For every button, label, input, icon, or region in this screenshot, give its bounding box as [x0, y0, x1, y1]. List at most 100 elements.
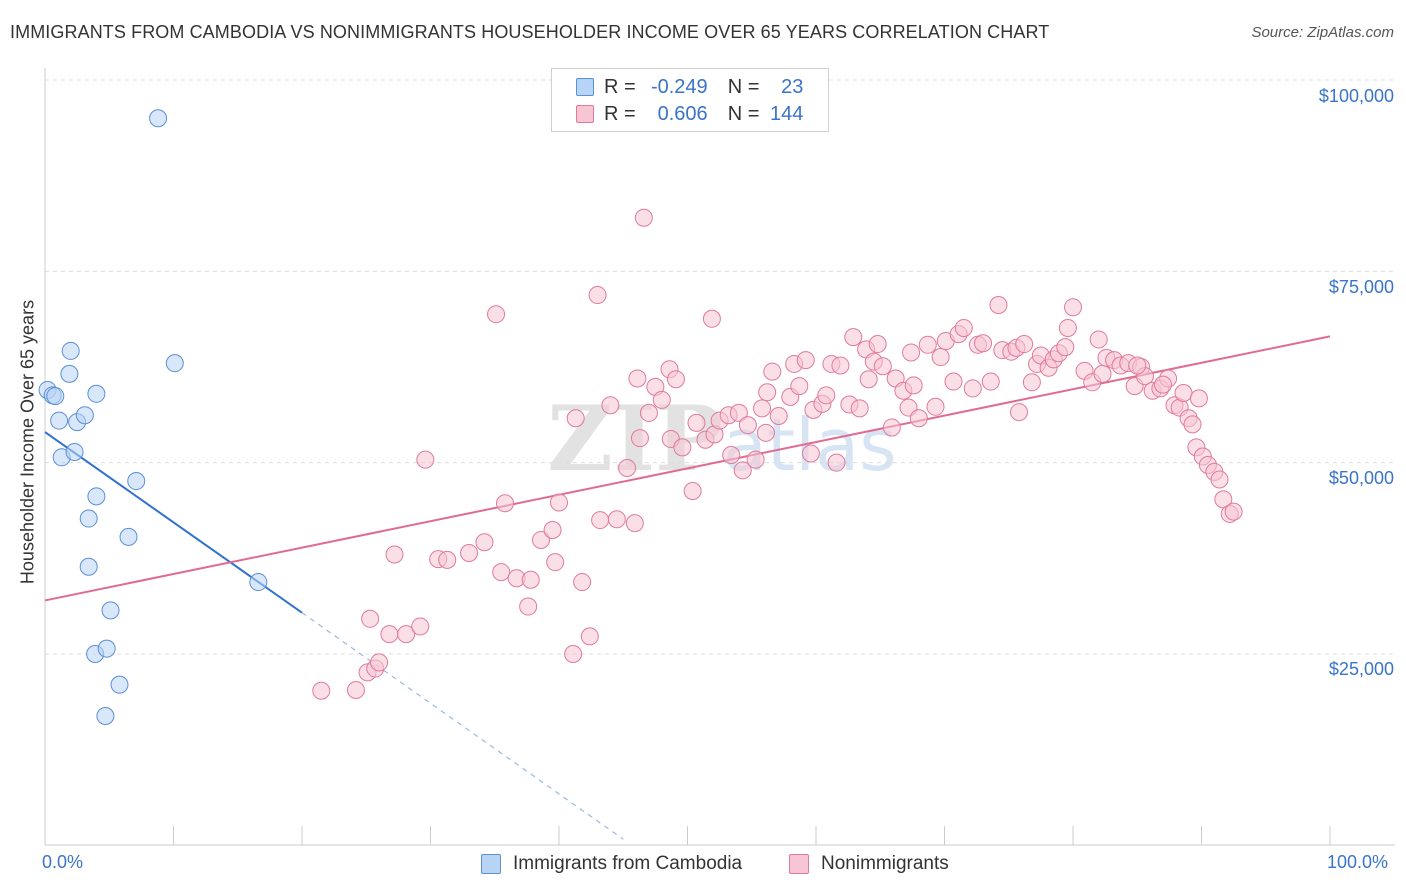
data-point-nonimmigrants: [1093, 364, 1112, 383]
bottom-legend-swatch-nonimmigrants: [789, 854, 809, 874]
watermark: ZIPatlas: [547, 386, 896, 492]
data-point-nonimmigrants: [634, 208, 653, 227]
data-point-nonimmigrants: [487, 305, 506, 324]
data-point-cambodia: [249, 573, 268, 592]
data-point-cambodia: [46, 387, 65, 406]
data-point-cambodia: [119, 527, 138, 546]
data-point-nonimmigrants: [1183, 415, 1202, 434]
x-max-label: 100.0%: [1327, 852, 1389, 872]
data-point-nonimmigrants: [974, 334, 993, 353]
legend-n-value: 23: [781, 75, 804, 98]
legend-r-label: R =: [604, 102, 636, 125]
data-point-nonimmigrants: [904, 376, 923, 395]
data-point-nonimmigrants: [416, 450, 435, 469]
data-point-cambodia: [87, 384, 106, 403]
data-point-nonimmigrants: [543, 521, 562, 540]
data-point-cambodia: [79, 557, 98, 576]
data-point-nonimmigrants: [1089, 330, 1108, 349]
data-point-nonimmigrants: [550, 493, 568, 512]
data-point-nonimmigrants: [397, 625, 416, 644]
data-point-cambodia: [50, 411, 69, 430]
data-point-nonimmigrants: [1015, 335, 1034, 354]
legend-r-label: R =: [604, 75, 636, 98]
data-point-nonimmigrants: [346, 680, 365, 699]
data-point-cambodia: [165, 354, 184, 373]
bottom-legend-label-cambodia: Immigrants from Cambodia: [513, 853, 743, 874]
data-point-nonimmigrants: [566, 409, 585, 428]
legend-swatch-cambodia: [576, 78, 594, 96]
data-point-nonimmigrants: [827, 453, 846, 472]
data-point-nonimmigrants: [790, 377, 809, 396]
data-point-nonimmigrants: [411, 617, 430, 636]
legend-r-value: 0.606: [657, 102, 708, 125]
data-point-cambodia: [65, 442, 84, 461]
data-point-nonimmigrants: [722, 446, 741, 465]
data-point-nonimmigrants: [580, 627, 599, 646]
data-point-nonimmigrants: [733, 461, 752, 480]
data-point-nonimmigrants: [796, 351, 815, 370]
data-point-nonimmigrants: [859, 370, 878, 389]
data-point-nonimmigrants: [963, 379, 982, 398]
data-point-nonimmigrants: [385, 545, 404, 564]
data-point-nonimmigrants: [769, 406, 788, 425]
y-tick-label-75000: $75,000: [1328, 277, 1394, 297]
data-point-nonimmigrants: [1210, 470, 1229, 489]
data-point-cambodia: [96, 706, 115, 725]
data-point-nonimmigrants: [546, 553, 565, 572]
bottom-legend-nonimmigrants: Nonimmigrants: [789, 852, 949, 876]
data-point-nonimmigrants: [687, 413, 706, 432]
legend-row-nonimmigrants: R = 0.606 N = 144: [576, 101, 803, 127]
data-point-nonimmigrants: [931, 348, 950, 367]
y-tick-label-25000: $25,000: [1328, 659, 1394, 679]
data-point-nonimmigrants: [673, 438, 692, 457]
data-point-nonimmigrants: [1174, 384, 1193, 403]
data-point-nonimmigrants: [521, 570, 540, 589]
data-point-nonimmigrants: [702, 309, 721, 328]
data-point-cambodia: [149, 109, 168, 128]
data-point-cambodia: [87, 487, 106, 506]
data-point-nonimmigrants: [1010, 403, 1029, 422]
correlation-legend: R = -0.249 N = 23 R = 0.606 N = 144: [551, 68, 829, 132]
data-point-nonimmigrants: [746, 450, 765, 469]
y-tick-label-50000: $50,000: [1328, 468, 1394, 488]
data-point-nonimmigrants: [1064, 298, 1082, 317]
data-point-nonimmigrants: [1153, 375, 1172, 394]
data-point-nonimmigrants: [909, 409, 928, 428]
data-point-nonimmigrants: [1128, 356, 1147, 375]
data-point-nonimmigrants: [588, 286, 607, 305]
data-point-nonimmigrants: [981, 372, 1000, 391]
data-point-nonimmigrants: [944, 372, 963, 391]
data-point-nonimmigrants: [954, 318, 973, 337]
data-point-cambodia: [101, 601, 120, 620]
x-min-label: 0.0%: [42, 852, 84, 872]
chart-title: IMMIGRANTS FROM CAMBODIA VS NONIMMIGRANT…: [10, 22, 1050, 42]
data-point-nonimmigrants: [1224, 502, 1243, 521]
data-point-nonimmigrants: [607, 510, 626, 529]
data-point-nonimmigrants: [868, 335, 887, 354]
data-point-cambodia: [75, 406, 94, 425]
data-point-nonimmigrants: [492, 563, 511, 582]
data-point-nonimmigrants: [532, 530, 551, 549]
data-point-nonimmigrants: [817, 386, 836, 405]
data-point-nonimmigrants: [729, 403, 748, 422]
data-point-nonimmigrants: [601, 396, 620, 415]
data-point-nonimmigrants: [763, 362, 782, 381]
data-point-nonimmigrants: [1056, 338, 1075, 357]
data-point-nonimmigrants: [989, 296, 1008, 315]
data-point-nonimmigrants: [666, 370, 685, 389]
data-point-cambodia: [97, 639, 116, 658]
data-point-nonimmigrants: [918, 335, 937, 354]
data-point-nonimmigrants: [564, 645, 583, 663]
y-axis-title: Householder Income Over 65 years: [17, 299, 38, 585]
bottom-legend-swatch-cambodia: [481, 854, 501, 874]
data-point-nonimmigrants: [361, 609, 380, 628]
data-point-nonimmigrants: [618, 459, 637, 478]
legend-r-value: -0.249: [650, 75, 708, 98]
data-point-nonimmigrants: [873, 357, 892, 376]
bottom-legend-cambodia: Immigrants from Cambodia: [481, 852, 742, 876]
data-point-nonimmigrants: [683, 481, 702, 500]
data-point-nonimmigrants: [758, 383, 777, 402]
data-point-nonimmigrants: [844, 328, 863, 347]
data-point-nonimmigrants: [639, 403, 658, 422]
